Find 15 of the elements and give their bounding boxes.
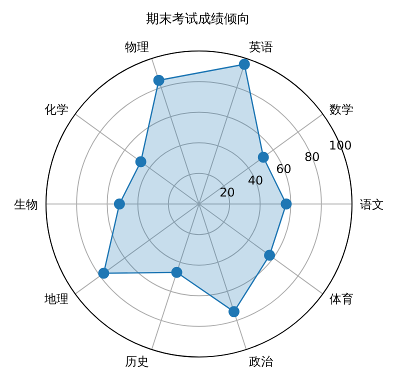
spoke-label: 生物 <box>14 197 38 212</box>
spoke-label: 历史 <box>125 354 150 369</box>
spoke-label: 英语 <box>248 40 273 54</box>
spoke-label: 化学 <box>44 102 69 117</box>
spoke-label: 语文 <box>360 197 384 212</box>
spoke-label: 体育 <box>329 292 354 306</box>
y-tick-label: 80 <box>304 150 320 164</box>
spoke-label: 政治 <box>248 354 273 369</box>
y-tick-label: 20 <box>220 185 235 200</box>
chart-title: 期末考试成绩倾向 <box>145 11 251 28</box>
y-tick-label: 60 <box>276 162 292 176</box>
spoke-label: 地理 <box>44 292 69 306</box>
spoke-label: 数学 <box>329 102 354 117</box>
spoke-label: 物理 <box>125 40 150 54</box>
y-tick-label: 40 <box>248 174 264 188</box>
